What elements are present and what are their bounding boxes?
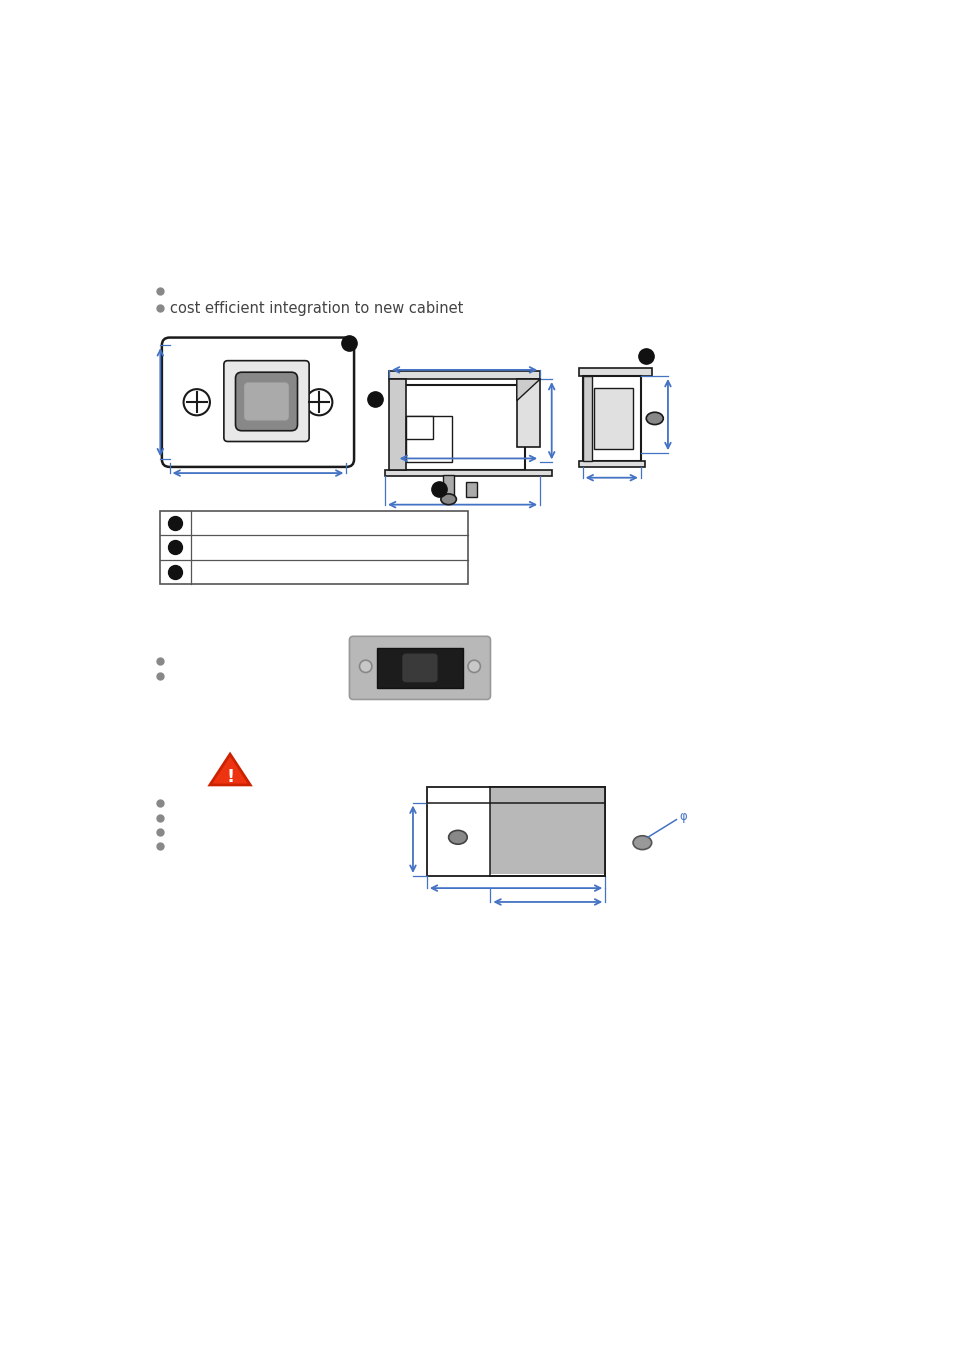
Bar	[406, 416, 452, 462]
Ellipse shape	[633, 836, 651, 849]
Circle shape	[306, 389, 332, 416]
FancyBboxPatch shape	[235, 373, 297, 431]
Bar	[385, 470, 551, 477]
Circle shape	[468, 660, 480, 672]
Text: φ: φ	[679, 810, 686, 824]
Text: !: !	[226, 768, 233, 786]
Polygon shape	[517, 379, 539, 447]
Bar	[389, 371, 539, 379]
Bar	[396, 385, 524, 470]
Ellipse shape	[440, 494, 456, 505]
Bar	[578, 369, 652, 377]
FancyBboxPatch shape	[245, 383, 288, 420]
FancyBboxPatch shape	[162, 338, 354, 467]
Bar	[578, 460, 644, 467]
Bar	[594, 387, 633, 450]
Polygon shape	[210, 755, 250, 784]
Bar	[466, 482, 476, 497]
Circle shape	[359, 660, 372, 672]
Bar	[377, 648, 462, 688]
Bar	[159, 510, 468, 585]
FancyBboxPatch shape	[349, 636, 490, 699]
Bar	[427, 787, 604, 876]
Circle shape	[183, 389, 210, 416]
FancyBboxPatch shape	[224, 360, 309, 441]
Bar	[443, 475, 454, 497]
Bar	[490, 787, 604, 875]
FancyBboxPatch shape	[402, 653, 436, 682]
Bar	[582, 377, 640, 460]
Bar	[389, 379, 406, 470]
Bar	[406, 416, 433, 439]
Text: cost efficient integration to new cabinet: cost efficient integration to new cabine…	[171, 301, 463, 316]
Polygon shape	[517, 379, 539, 401]
Bar	[582, 377, 592, 460]
Ellipse shape	[448, 830, 467, 844]
Ellipse shape	[645, 412, 662, 424]
